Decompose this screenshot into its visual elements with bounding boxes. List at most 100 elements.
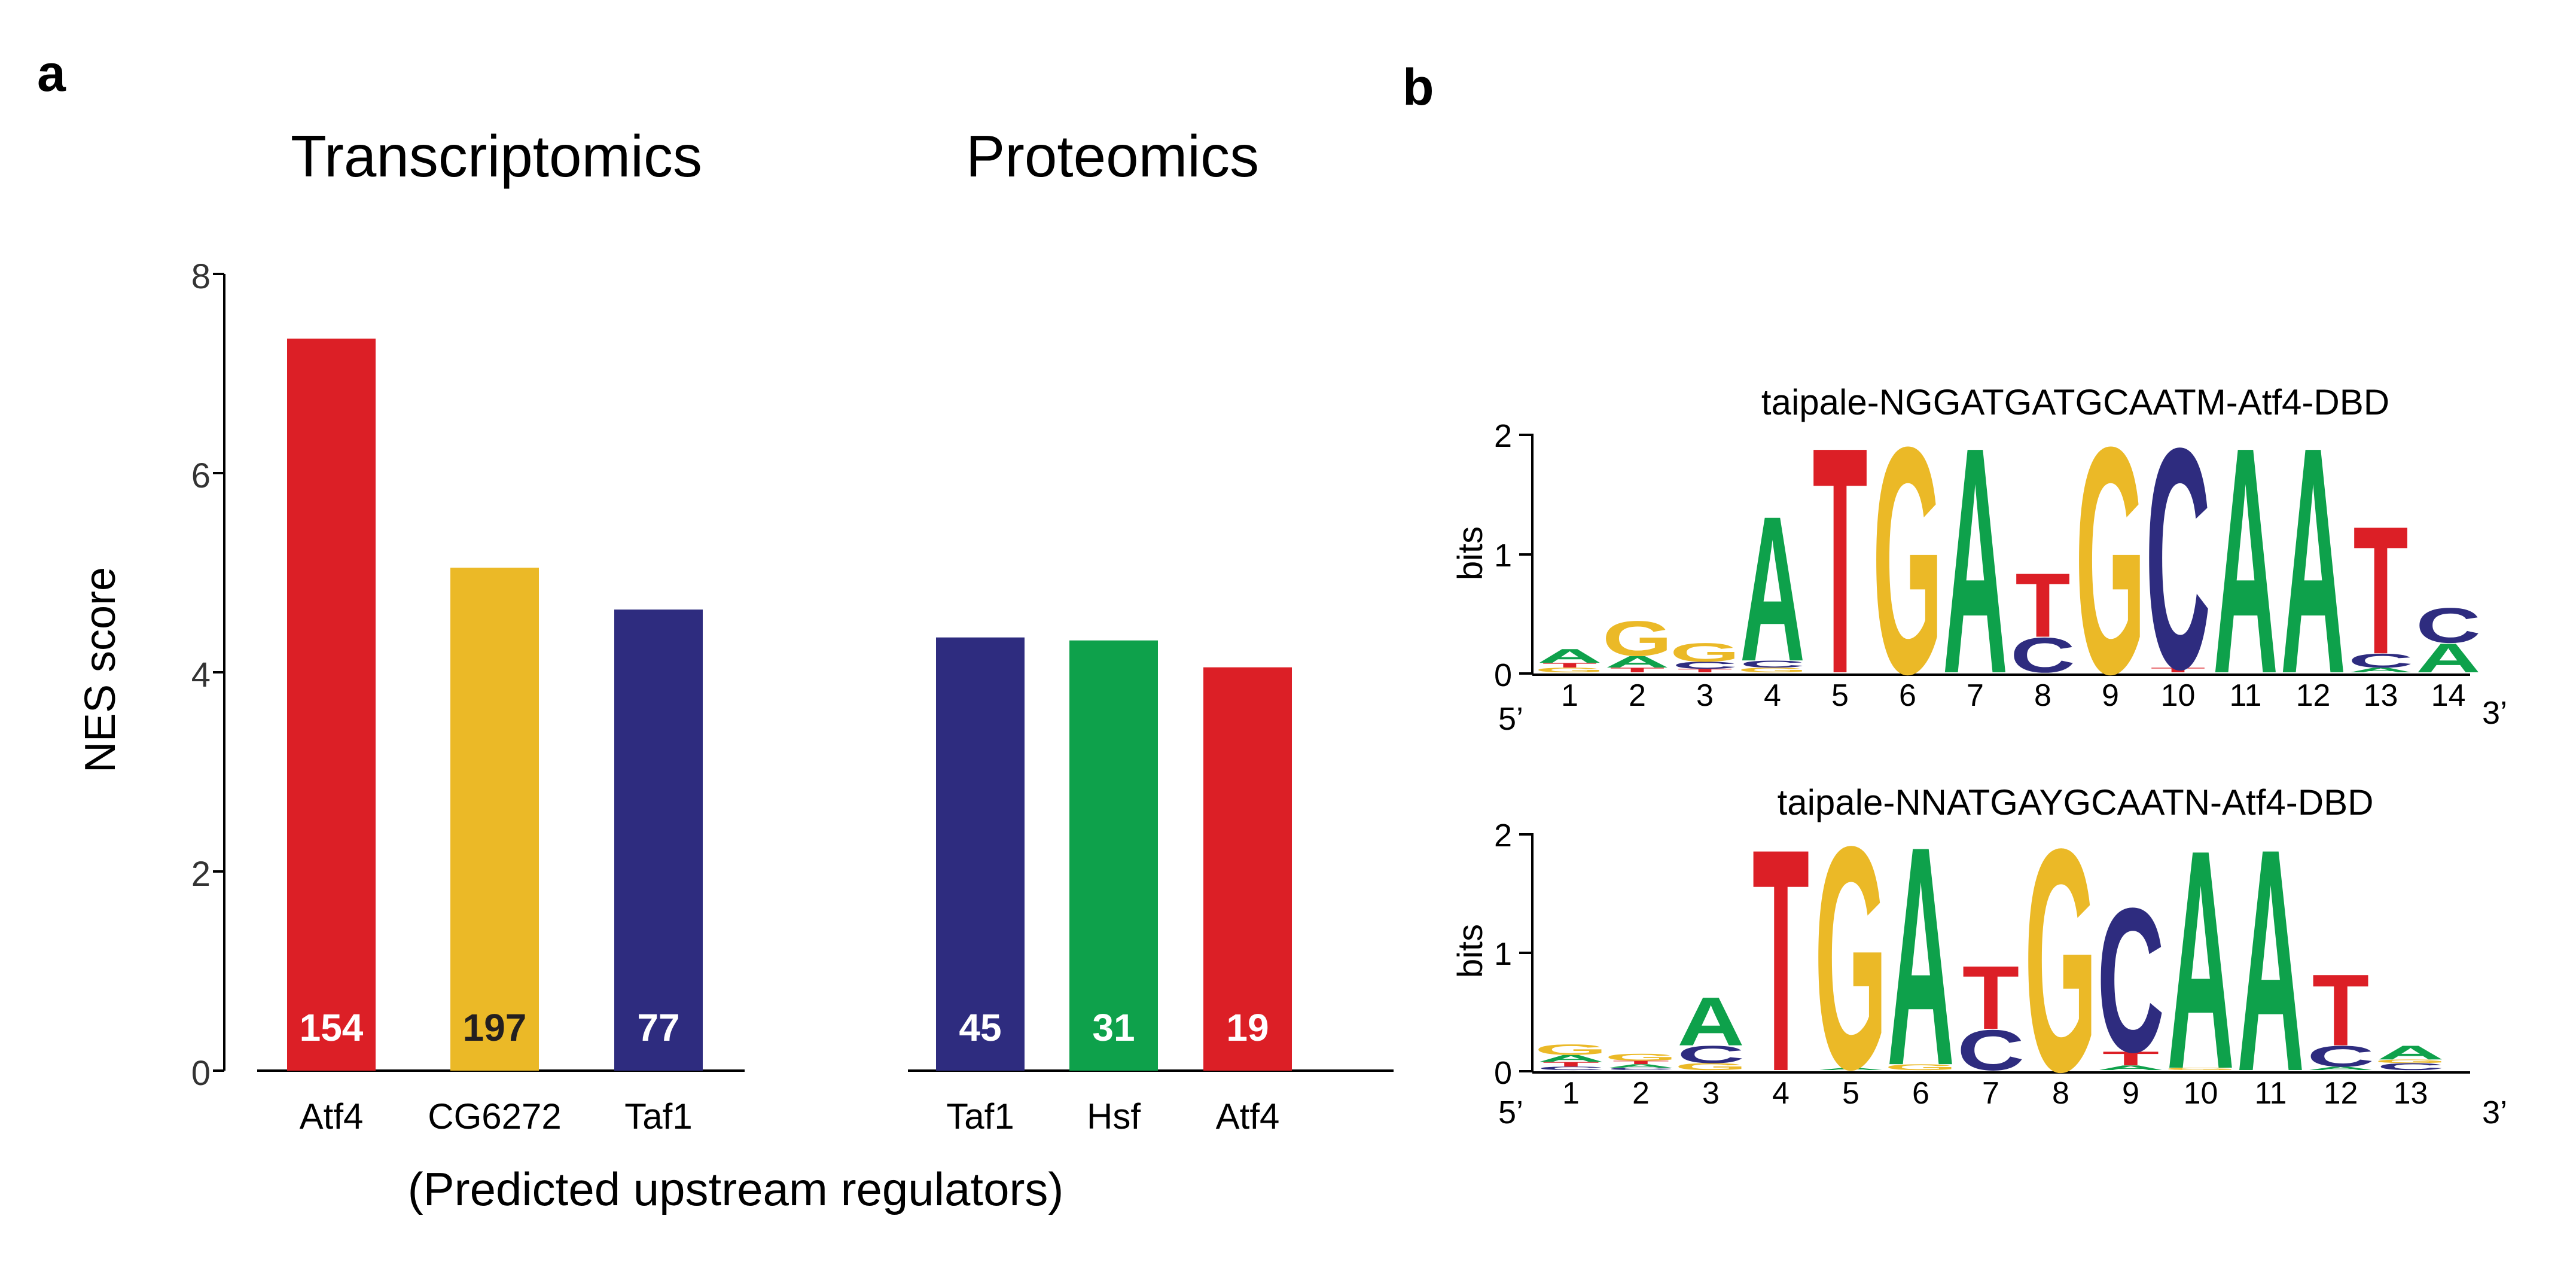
logo-letter: C (1677, 1041, 1745, 1068)
bar-count-label: 31 (1092, 1006, 1135, 1049)
position-label: 7 (1982, 1076, 1999, 1111)
logo-letter: C (2010, 627, 2075, 683)
logo-letter: A (2307, 1066, 2374, 1071)
logo-letter: C (1740, 659, 1805, 670)
logo-letter: G (1873, 380, 1943, 741)
logo-letter: C (1672, 660, 1737, 671)
bar-hsf (1069, 640, 1158, 1071)
bar-atf4 (287, 339, 376, 1071)
logo-letter: A (2097, 1064, 2165, 1071)
logo-letter: A (1817, 1067, 1885, 1071)
logo-letter: T (2312, 953, 2369, 1067)
logo-letter: G (1535, 1041, 1607, 1058)
position-label: 4 (1772, 1076, 1790, 1111)
logo-letter: T (1677, 668, 1732, 673)
logo-letter: T (1612, 1060, 1669, 1065)
y-tick-label: 0 (1494, 657, 1512, 693)
nes-axis-label: NES score (77, 567, 124, 773)
position-label: 13 (2364, 678, 2398, 713)
bar-count-label: 154 (300, 1006, 364, 1049)
x-tick-label: Taf1 (624, 1096, 692, 1136)
position-label: 6 (1912, 1076, 1929, 1111)
x-tick-label: CG6272 (428, 1096, 561, 1136)
position-label: 14 (2431, 678, 2466, 713)
logo-letter: A (1537, 645, 1602, 667)
y-tick-label: 2 (1494, 418, 1512, 454)
three-prime-label: 3’ (2482, 695, 2507, 731)
logo-letter: G (2165, 1067, 2237, 1071)
logo-letter: G (1602, 611, 1672, 666)
x-tick-label: Hsf (1087, 1096, 1141, 1136)
y-tick-label: 1 (1494, 936, 1512, 972)
y-tick-label: 0 (1494, 1055, 1512, 1091)
bar-taf1 (936, 637, 1025, 1071)
logo-letter: A (1943, 380, 2008, 741)
proteomics-title: Proteomics (966, 123, 1259, 189)
logo-letter: C (2307, 1040, 2374, 1073)
logo-letter: A (2377, 1041, 2444, 1063)
logo-letter: T (1752, 783, 1809, 1138)
logo-letter: G (1815, 781, 1887, 1135)
logo-letter: A (2281, 380, 2346, 741)
logo-letter: C (1957, 1019, 2025, 1083)
logo-letter: A (2416, 635, 2481, 681)
position-label: 1 (1562, 1076, 1580, 1111)
logo-letter: G (1737, 666, 1807, 673)
y-tick-label: 8 (191, 257, 211, 296)
logo-letter: C (2416, 598, 2481, 653)
logo-letter: A (2348, 666, 2413, 673)
sequence-logo-2: taipale-NNATGAYGCAATN-Atf4-DBD bits 0 1 … (1451, 781, 2507, 1138)
logo-letter: A (1605, 653, 1670, 671)
bits-axis-label: bits (1451, 924, 1490, 978)
position-label: 1 (1561, 678, 1578, 713)
logo-letter: G (2025, 783, 2097, 1138)
position-label: 7 (1967, 678, 1984, 713)
logo-letter: C (2145, 383, 2211, 735)
sequence-logo-1: taipale-NGGATGATGCAATM-Atf4-DBD bits 0 1… (1451, 380, 2507, 741)
logo-letter: G (1535, 666, 1605, 673)
position-label: 9 (2122, 1076, 2139, 1111)
x-tick-label: Taf1 (946, 1096, 1014, 1136)
y-tick-label: 2 (1494, 818, 1512, 854)
y-tick-label: 2 (191, 855, 211, 894)
logo-letter: C (1607, 1067, 1675, 1071)
bar-count-label: 45 (959, 1006, 1001, 1049)
logo-letter: A (2237, 783, 2304, 1138)
position-label: 3 (1702, 1076, 1720, 1111)
logo-letter: T (1542, 662, 1597, 669)
logo-letter: G (1605, 1052, 1677, 1062)
logo-letter: A (1677, 983, 1745, 1060)
logo-letter: A (1740, 473, 1805, 705)
logo-letter: T (2150, 666, 2205, 673)
panel-b-label: b (1403, 59, 1434, 116)
position-label: 8 (2034, 678, 2051, 713)
position-label: 8 (2052, 1076, 2069, 1111)
position-label: 11 (2230, 678, 2262, 713)
bar-cg6272 (450, 568, 539, 1071)
bar-count-label: 19 (1226, 1006, 1269, 1049)
five-prime-label: 5’ (1498, 701, 1523, 737)
logo-letter: C (2097, 865, 2165, 1095)
logo-letter: C (1537, 1066, 1605, 1071)
position-label: 5 (1831, 678, 1849, 713)
x-tick-label: Atf4 (1216, 1096, 1280, 1136)
position-label: 6 (1899, 678, 1916, 713)
position-label: 12 (2296, 678, 2331, 713)
y-tick-label: 4 (191, 656, 211, 694)
position-label: 12 (2324, 1076, 2358, 1111)
logo-letter: T (2102, 1047, 2159, 1069)
position-label: 11 (2255, 1076, 2287, 1111)
position-label: 9 (2102, 678, 2119, 713)
five-prime-label: 5’ (1498, 1095, 1523, 1130)
position-label: 5 (1842, 1076, 1859, 1111)
logo-letter: T (1962, 947, 2019, 1048)
position-label: 2 (1632, 1076, 1650, 1111)
transcriptomics-title: Transcriptomics (291, 123, 702, 189)
logo-letter: C (2377, 1061, 2444, 1072)
logo-letter: G (1670, 638, 1740, 668)
position-label: 13 (2394, 1076, 2428, 1111)
logo-letter: T (2353, 488, 2408, 692)
logo-title: taipale-NNATGAYGCAATN-Atf4-DBD (1778, 782, 2374, 822)
position-label: 10 (2161, 678, 2196, 713)
